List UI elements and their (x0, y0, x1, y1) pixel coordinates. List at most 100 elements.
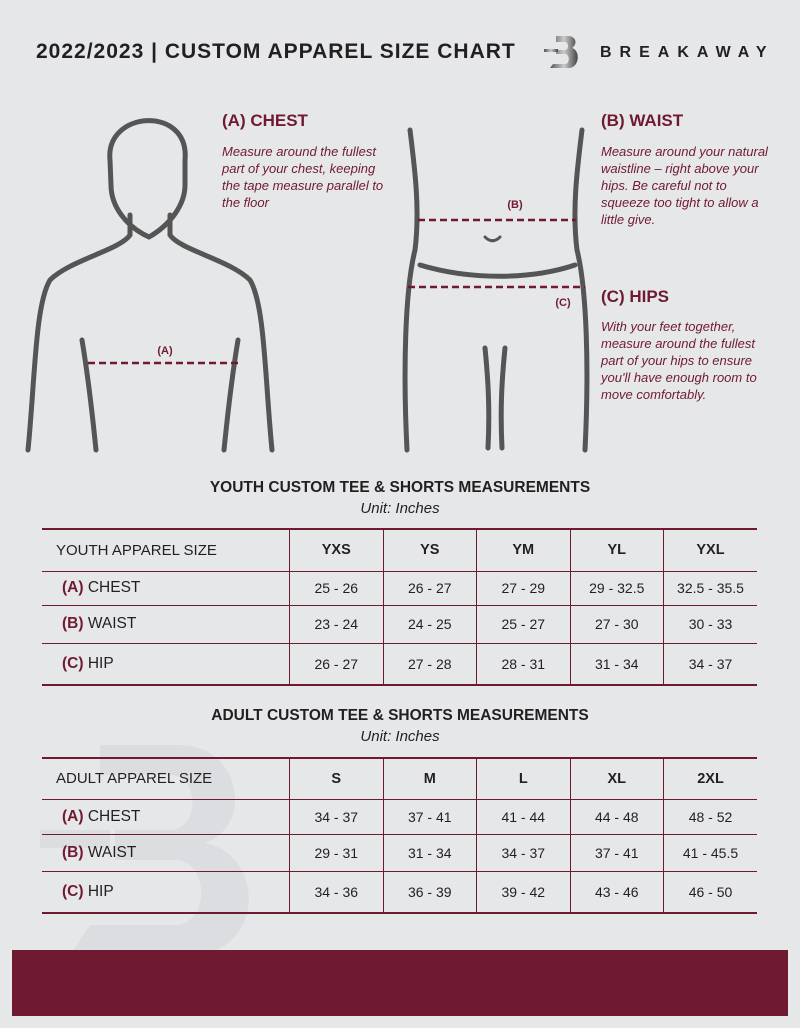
measure-letter: (C) (62, 654, 84, 672)
element (417, 262, 578, 279)
table-cell: 31 - 34 (382, 834, 477, 872)
chest-marker: (A) (157, 345, 173, 357)
table-header-row: YOUTH APPAREL SIZE YXS YS YM YL YXL (42, 529, 757, 572)
waist-description: Measure around your natural waistline – … (601, 144, 768, 227)
measure-letter: (A) (62, 807, 84, 825)
element: CHEST (87, 579, 141, 596)
column-header: S (289, 758, 383, 800)
element (572, 127, 590, 453)
brand-name: BREAKAWAY (600, 44, 775, 61)
table-cell: 24 - 25 (382, 605, 477, 644)
element (107, 118, 188, 240)
waist-title: (B) WAIST (601, 111, 684, 130)
chest-description: Measure around the fullest part of your … (222, 144, 384, 210)
element (167, 212, 275, 453)
element (25, 212, 133, 453)
table-row: (C) HIP 26 - 27 27 - 28 28 - 31 31 - 34 34 - … (42, 643, 757, 686)
table-row: (C) HIP 34 - 36 36 - 39 39 - 42 43 - 46 46 - … (42, 871, 757, 914)
table-cell: 43 - 46 (569, 871, 664, 914)
hips-marker: (C) (555, 297, 571, 309)
chest-title: (A) CHEST (222, 111, 308, 130)
waist-marker: (B) (507, 199, 523, 211)
column-header: YS (382, 529, 477, 572)
table-cell: 46 - 50 (663, 871, 757, 914)
table-cell: (B) WAIST (42, 834, 290, 872)
youth-table-title: YOUTH CUSTOM TEE & SHORTS MEASUREMENTS (209, 479, 591, 496)
table-cell: 34 - 37 (289, 799, 383, 835)
element: HIP (87, 654, 114, 672)
table-cell: 26 - 27 (382, 571, 477, 606)
table-cell: 28 - 31 (476, 643, 570, 686)
element (402, 127, 420, 453)
youth-size-table: YOUTH APPAREL SIZE YXS YS YM YL YXL (A) CHEST… (42, 528, 757, 686)
table-cell: 30 - 33 (663, 605, 757, 644)
element: WAIST (87, 843, 137, 861)
adult-table-title: ADULT CUSTOM TEE & SHORTS MEASUREMENTS (211, 707, 589, 724)
footer-bar (12, 950, 788, 1016)
table-cell: 34 - 36 (289, 871, 383, 914)
table-cell: 36 - 39 (382, 871, 477, 914)
table-header-row: ADULT APPAREL SIZE S M L XL 2XL (42, 758, 757, 800)
table-row: (A) CHEST 25 - 26 26 - 27 27 - 29 29 - 32.5 3… (42, 571, 757, 606)
body-figures: (A) (B) (C) (25, 118, 590, 453)
element (221, 337, 241, 453)
table-cell: 23 - 24 (289, 605, 383, 644)
table-cell: 41 - 44 (476, 799, 570, 835)
column-header: ADULT APPAREL SIZE (42, 758, 290, 800)
adult-size-table: ADULT APPAREL SIZE S M L XL 2XL (A) CHEST 34 -… (42, 757, 757, 914)
table-cell: 39 - 42 (476, 871, 570, 914)
table-cell: (C) HIP (42, 643, 290, 686)
table-cell: 48 - 52 (663, 799, 757, 835)
element (79, 337, 99, 453)
table-cell: 32.5 - 35.5 (663, 571, 757, 606)
column-header: YL (569, 529, 664, 572)
column-header: YM (476, 529, 570, 572)
adult-table-unit: Unit: Inches (360, 728, 440, 745)
table-cell: (A) CHEST (42, 799, 290, 835)
measure-letter: (A) (62, 579, 84, 596)
table-cell: 37 - 41 (382, 799, 477, 835)
table-cell: (A) CHEST (42, 571, 290, 606)
table-cell: (C) HIP (42, 871, 290, 914)
table-cell: 41 - 45.5 (663, 834, 757, 872)
table-cell: 31 - 34 (569, 643, 664, 686)
table-cell: 34 - 37 (663, 643, 757, 686)
page-title: 2022/2023 | CUSTOM APPAREL SIZE CHART (36, 40, 516, 63)
column-header: M (382, 758, 477, 800)
hips-title: (C) HIPS (601, 287, 669, 306)
column-header: 2XL (663, 758, 757, 800)
hips-description: With your feet together, measure around … (601, 319, 757, 402)
column-header: YOUTH APPAREL SIZE (42, 529, 290, 572)
table-cell: 27 - 29 (476, 571, 570, 606)
element (482, 345, 508, 451)
column-header: XL (569, 758, 664, 800)
table-cell: 25 - 26 (289, 571, 383, 606)
table-cell: 37 - 41 (569, 834, 664, 872)
table-cell: 27 - 30 (569, 605, 664, 644)
table-cell: (B) WAIST (42, 605, 290, 644)
element (544, 49, 558, 52)
table-cell: 29 - 31 (289, 834, 383, 872)
table-cell: 27 - 28 (382, 643, 477, 686)
column-header: YXS (289, 529, 383, 572)
lower-body-figure (402, 127, 590, 453)
table-cell: 25 - 27 (476, 605, 570, 644)
measure-letter: (C) (62, 882, 84, 900)
table-cell: 26 - 27 (289, 643, 383, 686)
upper-body-figure (25, 118, 275, 453)
measure-letter: (B) (62, 843, 84, 861)
element: HIP (87, 882, 114, 900)
column-header: YXL (663, 529, 757, 572)
table-row: (B) WAIST 29 - 31 31 - 34 34 - 37 37 - 41 41 … (42, 834, 757, 872)
breakaway-logo-icon (544, 36, 578, 68)
table-cell: 29 - 32.5 (569, 571, 664, 606)
column-header: L (476, 758, 570, 800)
table-row: (A) CHEST 34 - 37 37 - 41 41 - 44 44 - 48 48 … (42, 799, 757, 835)
table-cell: 34 - 37 (476, 834, 570, 872)
youth-table-unit: Unit: Inches (360, 500, 440, 517)
measure-letter: (B) (62, 615, 84, 632)
element (483, 235, 502, 243)
element (550, 36, 578, 68)
element: CHEST (87, 807, 141, 825)
element: WAIST (87, 615, 137, 632)
